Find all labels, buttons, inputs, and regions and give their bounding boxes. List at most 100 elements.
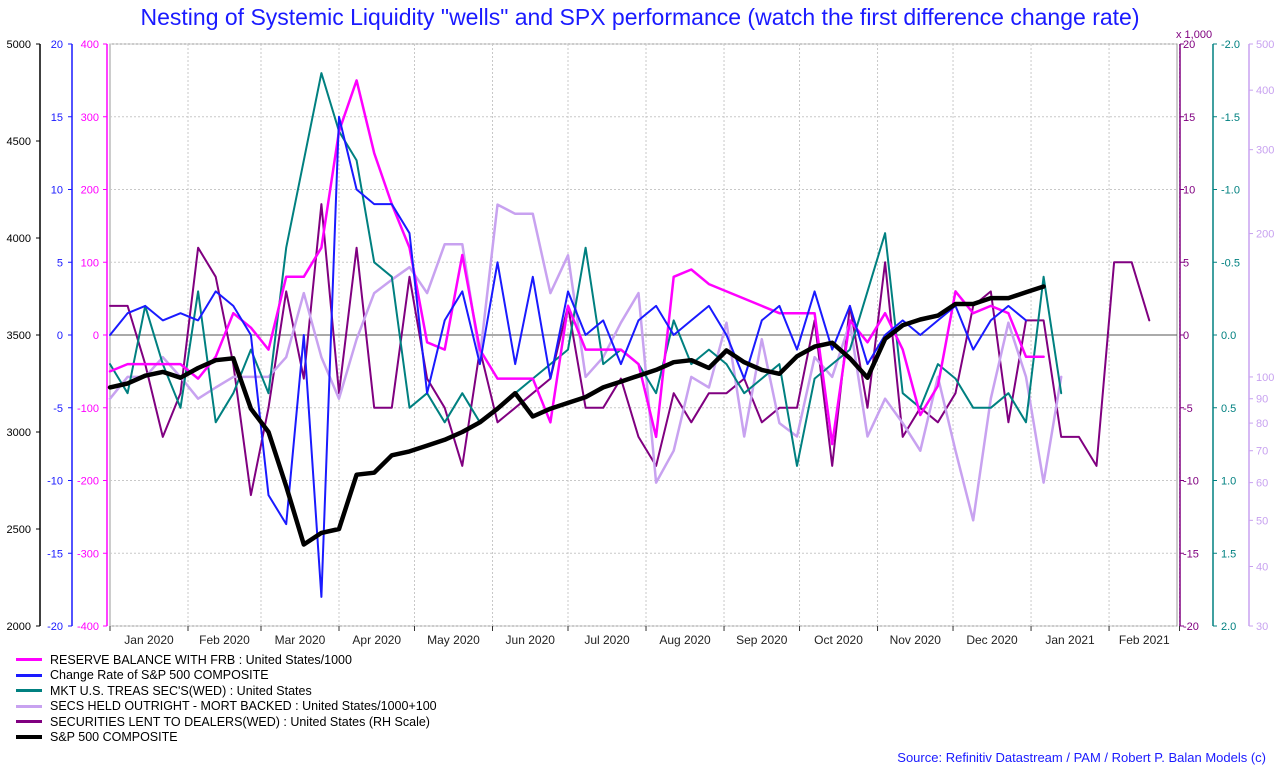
mbs-tick-label: 100 — [1256, 372, 1274, 384]
treas-tick-label: -1.5 — [1221, 112, 1240, 124]
mbs-tick-label: 30 — [1256, 621, 1268, 633]
legend-swatch — [16, 689, 42, 693]
spx-tick-label: 4000 — [7, 233, 31, 245]
change_rate-tick-label: -15 — [47, 548, 63, 560]
secs_lent-tick-label: -15 — [1183, 548, 1199, 560]
secs_lent-tick-label: -5 — [1183, 403, 1193, 415]
x-tick-label: Dec 2020 — [966, 633, 1018, 647]
series-line — [109, 72, 1063, 467]
secs_lent-tick-label: 20 — [1183, 39, 1195, 51]
x-tick-label: Feb 2020 — [199, 633, 250, 647]
series-lines — [107, 72, 1151, 598]
spx-tick-label: 3000 — [7, 427, 31, 439]
mbs-tick-label: 80 — [1256, 418, 1268, 430]
spx-tick-label: 4500 — [7, 136, 31, 148]
legend-label: RESERVE BALANCE WITH FRB : United States… — [50, 652, 352, 667]
secs_lent-tick-label: -20 — [1183, 621, 1199, 633]
legend-item: Change Rate of S&P 500 COMPOSITE — [16, 668, 437, 684]
mbs-tick-label: 90 — [1256, 394, 1268, 406]
treas-tick-label: -0.5 — [1221, 257, 1240, 269]
spx-tick-label: 2500 — [7, 524, 31, 536]
change_rate-tick-label: -10 — [47, 476, 63, 488]
series-line — [108, 203, 1063, 522]
treas-tick-label: 0.0 — [1221, 330, 1236, 342]
mbs-tick-label: 400 — [1256, 85, 1274, 97]
axis-multiplier-label: x 1,000 — [1176, 29, 1212, 41]
series-line — [109, 115, 1027, 598]
legend-label: S&P 500 COMPOSITE — [50, 730, 178, 745]
treas-tick-label: -2.0 — [1221, 39, 1240, 51]
mbs-tick-label: 50 — [1256, 515, 1268, 527]
spx-tick-label: 3500 — [7, 330, 31, 342]
mbs-tick-label: 200 — [1256, 229, 1274, 241]
treas-tick-label: -1.0 — [1221, 185, 1240, 197]
axes: Jan 2020 Feb 2020 Mar 2020 Apr 2020 May 2020… — [7, 29, 1275, 647]
legend-item: MKT U.S. TREAS SEC'S(WED) : United State… — [16, 683, 437, 699]
series-line — [109, 203, 1151, 497]
treas-tick-label: 1.5 — [1221, 548, 1236, 560]
legend-swatch — [16, 658, 42, 662]
mbs-tick-label: 300 — [1256, 145, 1274, 157]
legend-label: SECURITIES LENT TO DEALERS(WED) : United… — [50, 714, 430, 729]
series-line — [108, 79, 1045, 446]
change_rate-tick-label: -20 — [47, 621, 63, 633]
reserve-tick-label: -400 — [77, 621, 99, 633]
mbs-tick-label: 60 — [1256, 478, 1268, 490]
change_rate-tick-label: -5 — [53, 403, 63, 415]
reserve-tick-label: 100 — [81, 257, 99, 269]
reserve-tick-label: 300 — [81, 112, 99, 124]
reserve-tick-label: -100 — [77, 403, 99, 415]
x-tick-label: Oct 2020 — [814, 633, 863, 647]
secs_lent-tick-label: 0 — [1183, 330, 1189, 342]
legend-swatch — [16, 673, 42, 677]
x-tick-label: Apr 2020 — [352, 633, 401, 647]
x-tick-label: Feb 2021 — [1119, 633, 1170, 647]
secs_lent-tick-label: 5 — [1183, 257, 1189, 269]
x-tick-label: Aug 2020 — [659, 633, 711, 647]
mbs-tick-label: 500 — [1256, 39, 1274, 51]
gridlines — [109, 43, 1181, 627]
x-tick-label: Jul 2020 — [584, 633, 630, 647]
change_rate-tick-label: 15 — [51, 112, 63, 124]
secs_lent-tick-label: -10 — [1183, 476, 1199, 488]
treas-tick-label: 0.5 — [1221, 403, 1236, 415]
reserve-tick-label: -200 — [77, 476, 99, 488]
legend-label: MKT U.S. TREAS SEC'S(WED) : United State… — [50, 683, 312, 698]
legend: RESERVE BALANCE WITH FRB : United States… — [16, 652, 437, 745]
source-note: Source: Refinitiv Datastream / PAM / Rob… — [897, 750, 1266, 765]
legend-item: SECS HELD OUTRIGHT - MORT BACKED : Unite… — [16, 699, 437, 715]
treas-tick-label: 1.0 — [1221, 476, 1236, 488]
legend-item: RESERVE BALANCE WITH FRB : United States… — [16, 652, 437, 668]
reserve-tick-label: 200 — [81, 185, 99, 197]
x-tick-label: May 2020 — [427, 633, 480, 647]
chart-title: Nesting of Systemic Liquidity "wells" an… — [140, 4, 1140, 30]
legend-label: SECS HELD OUTRIGHT - MORT BACKED : Unite… — [50, 699, 437, 714]
reserve-tick-label: -300 — [77, 548, 99, 560]
reserve-tick-label: 400 — [81, 39, 99, 51]
change_rate-tick-label: 10 — [51, 185, 63, 197]
spx-tick-label: 5000 — [7, 39, 31, 51]
legend-swatch — [16, 720, 42, 724]
change_rate-tick-label: 5 — [57, 257, 63, 269]
mbs-tick-label: 40 — [1256, 561, 1268, 573]
secs_lent-tick-label: 15 — [1183, 112, 1195, 124]
legend-item: SECURITIES LENT TO DEALERS(WED) : United… — [16, 714, 437, 730]
legend-item: S&P 500 COMPOSITE — [16, 730, 437, 746]
spx-tick-label: 2000 — [7, 621, 31, 633]
legend-label: Change Rate of S&P 500 COMPOSITE — [50, 668, 269, 683]
x-tick-label: Sep 2020 — [736, 633, 788, 647]
reserve-tick-label: 0 — [93, 330, 99, 342]
x-tick-label: Jun 2020 — [506, 633, 556, 647]
mbs-tick-label: 70 — [1256, 446, 1268, 458]
x-tick-label: Nov 2020 — [890, 633, 942, 647]
change_rate-tick-label: 0 — [57, 330, 63, 342]
treas-tick-label: 2.0 — [1221, 621, 1236, 633]
secs_lent-tick-label: 10 — [1183, 185, 1195, 197]
x-tick-label: Mar 2020 — [275, 633, 326, 647]
series-line — [107, 284, 1046, 547]
x-tick-label: Jan 2021 — [1045, 633, 1095, 647]
change_rate-tick-label: 20 — [51, 39, 63, 51]
x-tick-label: Jan 2020 — [124, 633, 174, 647]
legend-swatch — [16, 735, 42, 740]
